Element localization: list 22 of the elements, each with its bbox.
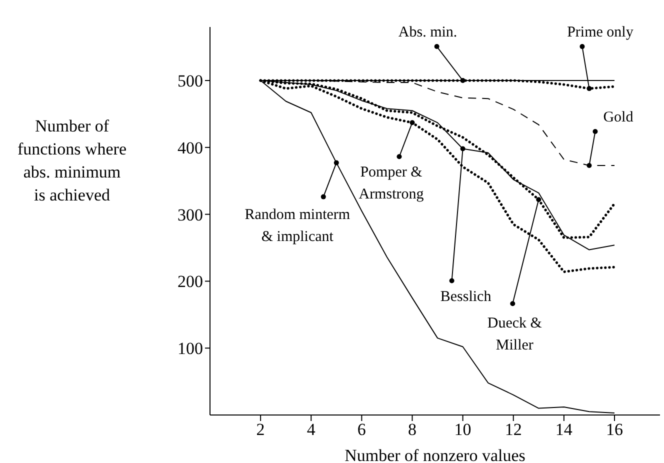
x-axis-title: Number of nonzero values — [344, 446, 526, 463]
annotation: Gold — [603, 109, 634, 126]
y-tick-label: 200 — [178, 272, 203, 292]
annotation: Abs. min. — [398, 24, 458, 41]
y-tick-label: 400 — [178, 138, 203, 158]
y-tick-label: 300 — [178, 205, 203, 224]
x-tick-label: 4 — [306, 420, 316, 440]
x-tick-label: 10 — [454, 420, 472, 440]
x-tick-label: 16 — [606, 420, 623, 440]
annotation: Pomper & Armstrong — [358, 164, 424, 203]
y-tick-label: 100 — [178, 339, 203, 358]
y-tick-label: 500 — [178, 72, 203, 91]
annotation: Dueck & Miller — [487, 316, 542, 354]
x-tick-label: 6 — [357, 420, 366, 440]
annotation: Besslich — [440, 288, 492, 305]
x-tick-label: 12 — [504, 420, 522, 440]
annotation: Random minterm & implicant — [244, 206, 350, 245]
x-tick-label: 2 — [256, 420, 265, 440]
annotation: Prime only — [567, 24, 634, 41]
x-tick-label: 14 — [555, 420, 573, 440]
x-tick-label: 8 — [408, 420, 416, 440]
y-axis-title: Number of functions where abs. minimum is achieved — [17, 116, 127, 204]
